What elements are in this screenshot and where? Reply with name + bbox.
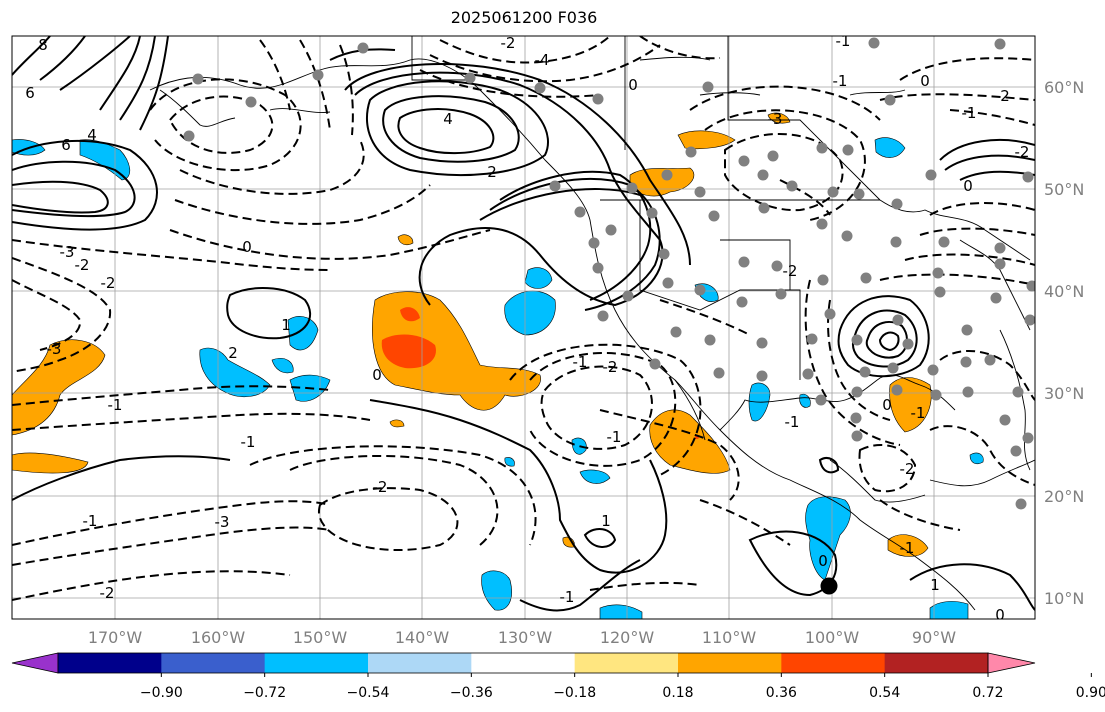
colorbar-swatch <box>264 653 369 673</box>
contour-label: -3 <box>60 243 75 261</box>
colorbar-tick-label: −0.72 <box>243 685 286 701</box>
lat-label: 10°N <box>1044 589 1084 608</box>
lon-label: 170°W <box>88 628 143 647</box>
highlight-station-marker <box>820 577 838 595</box>
map-title: 2025061200 F036 <box>450 8 598 27</box>
lon-label: 100°W <box>805 628 860 647</box>
colorbar-frame <box>57 652 989 674</box>
contour-label: 0 <box>372 366 382 384</box>
lat-label: 20°N <box>1044 487 1084 506</box>
contour-label: -1 <box>962 104 977 122</box>
contour-label: -1 <box>833 72 848 90</box>
colorbar-swatch <box>471 653 576 673</box>
colorbar-tick-label: 0.36 <box>766 685 797 701</box>
station-markers <box>183 37 1035 510</box>
dashed-contours <box>12 36 1035 601</box>
colorbar-tick-label: −0.90 <box>140 685 183 701</box>
colorbar-tick-label: −0.18 <box>553 685 596 701</box>
contour-label: -1 <box>785 413 800 431</box>
contour-label: -2 <box>75 256 90 274</box>
contour-label: -2 <box>603 358 618 376</box>
lat-label: 60°N <box>1044 78 1084 97</box>
lon-label: 120°W <box>600 628 655 647</box>
colorbar-swatch <box>781 653 886 673</box>
colorbar-swatch <box>161 653 266 673</box>
contour-label: -3 <box>47 340 62 358</box>
contour-label: 0 <box>963 177 973 195</box>
contour-label: 8 <box>38 36 48 54</box>
positive-strong-shading <box>381 307 699 439</box>
colorbar-swatch <box>574 653 679 673</box>
contour-label: -1 <box>911 404 926 422</box>
coastlines <box>149 36 1035 611</box>
contour-label: -2 <box>501 34 516 52</box>
contour-label: 6 <box>61 136 71 154</box>
contour-label: 0 <box>818 552 828 570</box>
lat-label: 50°N <box>1044 180 1084 199</box>
colorbar-tick-label: 0.18 <box>662 685 693 701</box>
colorbar-tick-label: −0.54 <box>347 685 390 701</box>
contour-label: 0 <box>628 76 638 94</box>
contour-label: -1 <box>108 396 123 414</box>
colorbar-tick-label: 0.54 <box>869 685 900 701</box>
contour-label: -1 <box>607 428 622 446</box>
contour-label: 1 <box>601 512 611 530</box>
lon-label: 130°W <box>498 628 553 647</box>
colorbar-tick-label: 0.90 <box>1076 685 1105 701</box>
contour-label: -1 <box>560 588 575 606</box>
contour-label: 0 <box>995 606 1005 624</box>
contour-label: 2 <box>487 163 497 181</box>
colorbar-extend-low <box>11 652 59 674</box>
contour-label: 4 <box>443 110 453 128</box>
contour-label: -2 <box>783 262 798 280</box>
colorbar: −0.90 −0.72 −0.54 −0.36 −0.18 0.18 0.36 0.54 0.7… <box>11 652 1105 701</box>
contour-label: 2 <box>228 344 238 362</box>
contour-label: -4 <box>535 51 550 69</box>
map-frame <box>11 35 1036 620</box>
colorbar-tick-label: −0.36 <box>450 685 493 701</box>
lon-label: 140°W <box>395 628 450 647</box>
contour-label: 1 <box>281 316 291 334</box>
colorbar-swatch <box>368 653 472 673</box>
contour-label: 4 <box>87 126 97 144</box>
contour-label: 1 <box>930 576 940 594</box>
contour-labels: 864642-2-4-3-2-10-3-2-1210-2-1-1-2-3-2-1… <box>25 32 1030 624</box>
contour-label: 6 <box>25 84 35 102</box>
contour-label: -1 <box>241 433 256 451</box>
colorbar-tick-label: 0.72 <box>972 685 1003 701</box>
contour-label: -2 <box>373 478 388 496</box>
colorbar-swatch <box>58 653 162 673</box>
contour-label: 0 <box>882 396 892 414</box>
contour-label: 0 <box>920 72 930 90</box>
latitude-labels: 60°N 50°N 40°N 30°N 20°N 10°N <box>1044 78 1084 608</box>
contour-label: -1 <box>900 539 915 557</box>
lon-label: 150°W <box>293 628 348 647</box>
contour-label: -2 <box>900 460 915 478</box>
lon-label: 160°W <box>191 628 246 647</box>
contour-label: -1 <box>573 353 588 371</box>
contour-label: -1 <box>83 512 98 530</box>
lon-label: 110°W <box>702 628 757 647</box>
colorbar-extend-high <box>987 652 1036 674</box>
contour-label: -2 <box>101 274 116 292</box>
longitude-labels: 170°W 160°W 150°W 140°W 130°W 120°W 110°… <box>88 628 956 647</box>
contour-label: -3 <box>768 110 783 128</box>
contour-label: -1 <box>836 32 851 50</box>
contour-label: 2 <box>1000 87 1010 105</box>
contour-label: -2 <box>1015 143 1030 161</box>
contour-label: -2 <box>100 584 115 602</box>
lon-label: 90°W <box>912 628 956 647</box>
contour-label: -3 <box>215 513 230 531</box>
negative-shading <box>12 137 984 619</box>
colorbar-swatch <box>884 653 989 673</box>
positive-shading <box>12 112 932 557</box>
colorbar-swatch <box>678 653 782 673</box>
lat-label: 30°N <box>1044 384 1084 403</box>
lat-label: 40°N <box>1044 282 1084 301</box>
graticule <box>12 36 1035 619</box>
contour-label: 0 <box>242 238 252 256</box>
